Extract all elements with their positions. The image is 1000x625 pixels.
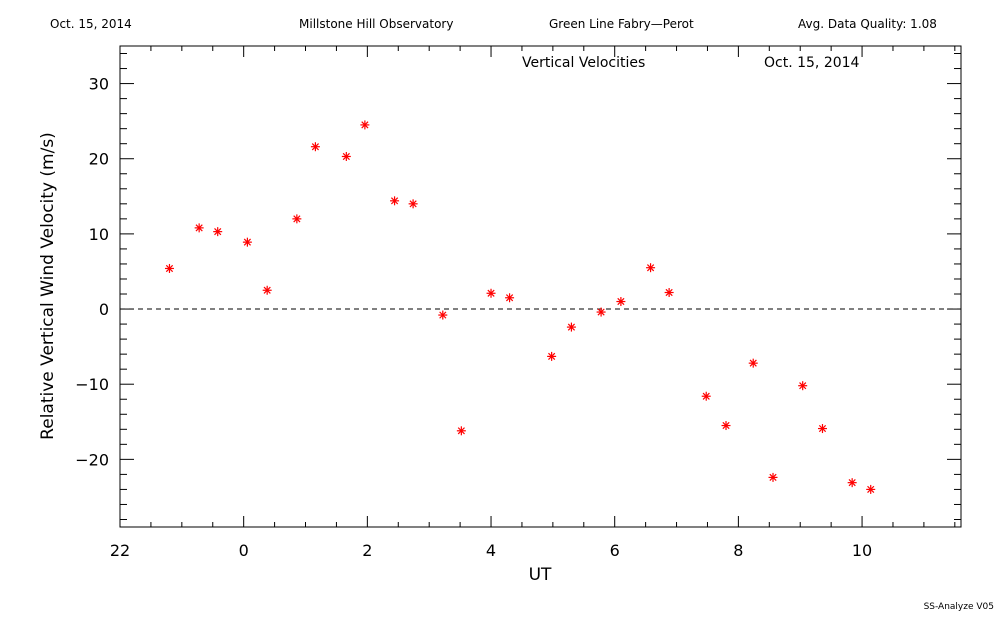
x-tick-label: 10 — [852, 541, 872, 560]
data-point — [360, 120, 370, 130]
data-point — [596, 307, 606, 317]
data-point — [164, 263, 174, 273]
y-tick-label: 30 — [89, 75, 109, 94]
data-point — [486, 288, 496, 298]
x-tick-label: 6 — [610, 541, 620, 560]
data-point — [242, 237, 252, 247]
data-point — [817, 424, 827, 434]
data-point — [456, 426, 466, 436]
major-ticks — [119, 46, 961, 527]
data-point — [768, 472, 778, 482]
data-point — [664, 288, 674, 298]
y-tick-labels: −20 −10 0 10 20 30 — [75, 75, 109, 470]
x-tick-label: 22 — [110, 541, 130, 560]
data-point — [505, 293, 515, 303]
y-tick-label: 10 — [89, 225, 109, 244]
data-point — [262, 285, 272, 295]
chart-subtitle: Oct. 15, 2014 — [764, 55, 860, 71]
x-tick-label: 4 — [486, 541, 496, 560]
data-point — [566, 322, 576, 332]
data-point — [646, 263, 656, 273]
data-point — [292, 214, 302, 224]
header-data-quality: Avg. Data Quality: 1.08 — [798, 17, 937, 31]
plot-frame — [119, 45, 962, 528]
data-point — [616, 297, 626, 307]
software-version: SS-Analyze V05 — [923, 602, 994, 612]
y-tick-label: 20 — [89, 150, 109, 169]
data-point — [341, 151, 351, 161]
data-point — [390, 196, 400, 206]
data-point — [310, 142, 320, 152]
data-point — [547, 351, 557, 361]
minor-ticks — [120, 46, 961, 527]
header-instrument: Green Line Fabry—Perot — [549, 17, 694, 31]
x-tick-label: 0 — [239, 541, 249, 560]
header-observatory: Millstone Hill Observatory — [299, 17, 454, 31]
data-points — [164, 120, 876, 494]
y-tick-label: −20 — [75, 450, 109, 469]
data-point — [798, 381, 808, 391]
data-point — [721, 421, 731, 431]
data-point — [701, 391, 711, 401]
data-point — [408, 199, 418, 209]
x-tick-label: 8 — [733, 541, 743, 560]
data-point — [847, 478, 857, 488]
data-point — [866, 484, 876, 494]
x-axis-label: UT — [529, 565, 552, 585]
y-tick-label: 0 — [99, 300, 109, 319]
x-tick-labels: 22 0 2 4 6 8 10 — [110, 541, 872, 560]
x-tick-label: 2 — [362, 541, 372, 560]
data-point — [213, 227, 223, 237]
chart-title: Vertical Velocities — [522, 55, 645, 71]
data-point — [194, 223, 204, 233]
data-point — [438, 310, 448, 320]
y-axis-label: Relative Vertical Wind Velocity (m/s) — [38, 132, 58, 440]
y-tick-label: −10 — [75, 375, 109, 394]
data-point — [748, 358, 758, 368]
header-date: Oct. 15, 2014 — [50, 17, 132, 31]
